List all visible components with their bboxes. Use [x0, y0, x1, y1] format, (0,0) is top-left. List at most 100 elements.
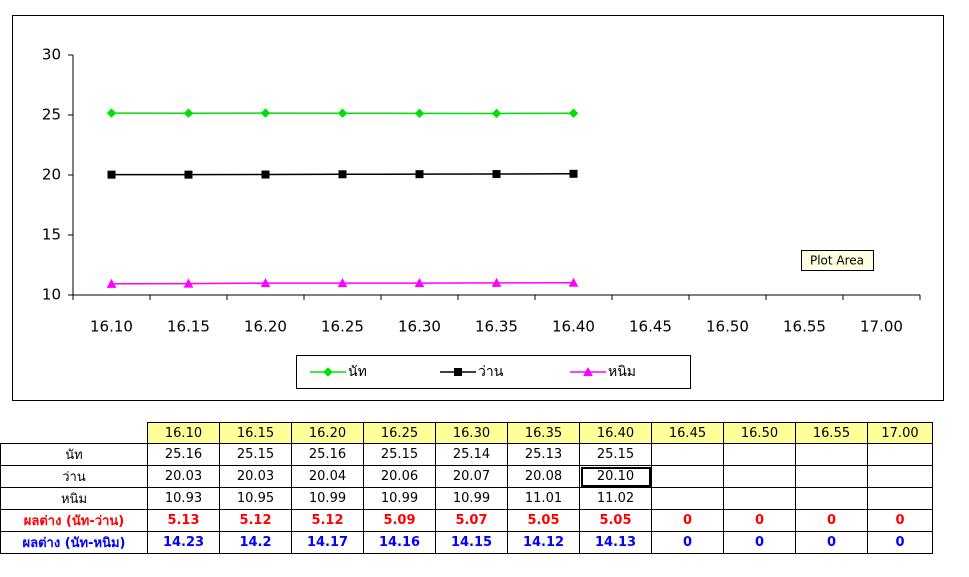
legend: นัท ว่าน หนิม — [296, 355, 691, 389]
cell — [795, 443, 868, 466]
cell: 20.10 — [579, 465, 652, 488]
y-tick-label: 20 — [42, 166, 61, 184]
cell: 5.05 — [507, 509, 580, 532]
data-table: 16.10 16.15 16.20 16.25 16.30 16.35 16.40 16.45… — [0, 422, 933, 554]
cell: 14.17 — [291, 531, 364, 554]
marker — [106, 278, 117, 288]
table-row: ผลต่าง (นัท-ว่าน) 5.13 5.12 5.12 5.09 5.07 5.0… — [0, 509, 933, 532]
cell: 25.15 — [219, 443, 292, 466]
marker — [337, 278, 348, 288]
cell: 10.95 — [219, 487, 292, 510]
y-tick-label: 10 — [42, 286, 61, 304]
cell — [723, 443, 796, 466]
tooltip: Plot Area — [810, 254, 864, 268]
cell: 0 — [723, 509, 796, 532]
marker — [184, 170, 193, 179]
marker — [415, 170, 424, 179]
y-tick-label: 15 — [42, 226, 61, 244]
cell: 20.03 — [147, 465, 220, 488]
cell: 5.12 — [291, 509, 364, 532]
cell: 25.15 — [579, 443, 652, 466]
header-row: 16.10 16.15 16.20 16.25 16.30 16.35 16.40 16.45… — [1, 422, 933, 444]
marker — [337, 108, 348, 118]
cell: 0 — [651, 531, 724, 554]
column-header: 16.35 — [507, 422, 580, 444]
marker — [260, 278, 271, 288]
legend-label: ว่าน — [478, 364, 504, 380]
column-header: 16.10 — [147, 422, 220, 444]
cell: 5.13 — [147, 509, 220, 532]
marker — [414, 108, 425, 119]
cell — [651, 487, 724, 510]
legend-box — [296, 355, 691, 389]
cell: 20.08 — [507, 465, 580, 488]
marker — [323, 367, 333, 377]
table-row: หนิม 10.93 10.95 10.99 10.99 10.99 11.01 11.02 — [0, 487, 933, 510]
x-tick-label: 16.35 — [475, 318, 518, 336]
cell: 20.04 — [291, 465, 364, 488]
chart: 10 15 20 25 30 16.10 16.15 16.20 16.25 16.30 16.35… — [12, 15, 944, 401]
x-tick-label: 16.20 — [244, 318, 287, 336]
marker — [568, 108, 579, 118]
cell: 14.15 — [435, 531, 508, 554]
cell: 10.99 — [435, 487, 508, 510]
cell: 25.15 — [363, 443, 436, 466]
marker — [107, 170, 116, 179]
cell: 25.16 — [291, 443, 364, 466]
y-tick-label: 30 — [42, 46, 61, 64]
cell — [867, 465, 933, 488]
cell: 25.16 — [147, 443, 220, 466]
row-label: หนิม — [0, 487, 148, 510]
marker — [492, 170, 501, 179]
marker — [569, 169, 578, 178]
cell: 14.2 — [219, 531, 292, 554]
cell — [795, 487, 868, 510]
column-header: 16.15 — [219, 422, 292, 444]
corner — [1, 423, 148, 444]
marker — [183, 108, 194, 118]
column-header: 16.30 — [435, 422, 508, 444]
marker — [261, 170, 270, 179]
marker — [454, 368, 462, 376]
column-header: 16.45 — [651, 422, 724, 444]
x-tick-label: 16.10 — [90, 318, 133, 336]
marker — [583, 366, 593, 376]
cell: 5.12 — [219, 509, 292, 532]
cell: 25.13 — [507, 443, 580, 466]
marker — [183, 278, 194, 288]
cell — [867, 487, 933, 510]
marker — [491, 277, 502, 287]
x-tick-label: 16.30 — [398, 318, 441, 336]
cell: 20.03 — [219, 465, 292, 488]
cell — [651, 465, 724, 488]
legend-label: หนิม — [608, 364, 636, 380]
cell: 14.12 — [507, 531, 580, 554]
marker — [568, 277, 579, 287]
x-tick-label: 16.55 — [783, 318, 826, 336]
y-tick-label: 25 — [42, 106, 61, 124]
column-header: 16.50 — [723, 422, 796, 444]
cell: 0 — [723, 531, 796, 554]
cell — [723, 487, 796, 510]
cell: 20.07 — [435, 465, 508, 488]
cell: 10.99 — [291, 487, 364, 510]
legend-label: นัท — [348, 364, 367, 380]
x-tick-label: 17.00 — [860, 318, 903, 336]
cell: 10.99 — [363, 487, 436, 510]
x-tick-label: 16.50 — [706, 318, 749, 336]
cell: 11.01 — [507, 487, 580, 510]
x-tick-label: 16.25 — [321, 318, 364, 336]
x-tick-label: 16.45 — [629, 318, 672, 336]
table-row: นัท 25.16 25.15 25.16 25.15 25.14 25.13 25.15 — [0, 443, 933, 466]
cell: 0 — [651, 509, 724, 532]
cell: 20.06 — [363, 465, 436, 488]
cell: 5.05 — [579, 509, 652, 532]
column-header: 16.25 — [363, 422, 436, 444]
row-label: นัท — [0, 443, 148, 466]
row-label: ผลต่าง (นัท-ว่าน) — [0, 509, 148, 532]
column-header: 16.55 — [795, 422, 868, 444]
x-tick-label: 16.15 — [167, 318, 210, 336]
row-label: ว่าน — [0, 465, 148, 488]
cell: 25.14 — [435, 443, 508, 466]
